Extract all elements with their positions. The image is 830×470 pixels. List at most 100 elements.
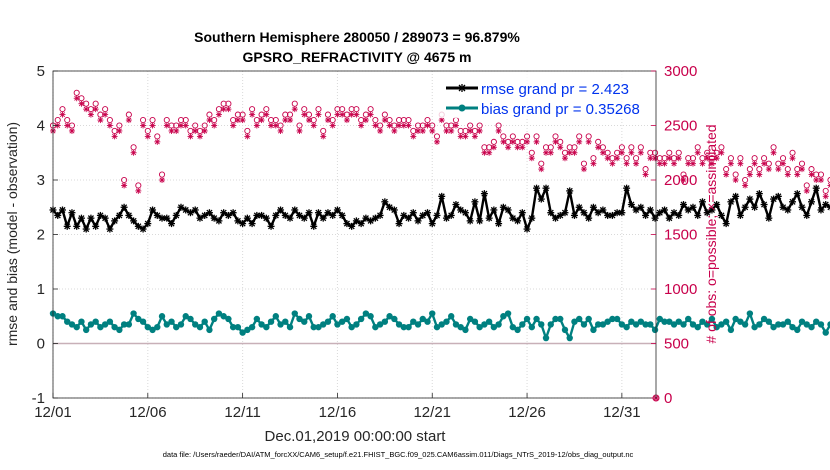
rmse-point: [291, 206, 299, 214]
bias-point: [466, 315, 474, 323]
assimilated-point: [533, 138, 540, 145]
bias-point: [808, 323, 815, 331]
rmse-point: [770, 195, 778, 203]
assimilated-point: [604, 155, 611, 162]
rmse-point: [300, 214, 308, 222]
bias-point: [519, 321, 526, 328]
bias-point: [689, 321, 697, 328]
assimilated-point: [471, 133, 478, 140]
bias-point: [609, 315, 616, 323]
assimilated-point: [305, 117, 312, 124]
bias-point: [201, 318, 208, 325]
rmse-point: [542, 184, 550, 192]
rmse-point: [566, 187, 574, 195]
rmse-point: [537, 195, 545, 203]
legend: rmse grand pr = 2.423 bias grand pr = 0.…: [437, 72, 655, 118]
bias-point: [244, 326, 251, 334]
rmse-point: [63, 222, 71, 230]
rmse-point: [727, 198, 735, 206]
rmse-point: [239, 220, 247, 228]
assimilated-point: [324, 117, 331, 124]
rmse-point: [703, 209, 711, 217]
bias-point: [775, 321, 782, 328]
assimilated-point: [130, 149, 137, 156]
legend-box: [437, 72, 655, 118]
assimilated-point: [154, 138, 161, 145]
bias-point: [391, 315, 398, 323]
bias-point: [727, 326, 735, 334]
rmse-point: [348, 222, 356, 230]
bias-point: [125, 321, 133, 328]
assimilated-point: [761, 160, 768, 167]
rmse-point: [798, 203, 806, 211]
rmse-point: [272, 211, 280, 219]
assimilated-point: [713, 155, 720, 162]
rmse-point: [296, 211, 304, 219]
rmse-point: [627, 201, 635, 209]
bias-point: [362, 310, 370, 317]
assimilated-point: [97, 117, 104, 124]
rmse-point: [172, 211, 180, 219]
assimilated-point: [310, 122, 317, 129]
assimilated-point: [410, 133, 417, 140]
legend-rmse-label: rmse grand pr = 2.423: [481, 81, 629, 98]
rmse-point: [807, 198, 815, 206]
rmse-point: [675, 211, 683, 219]
assimilated-point: [737, 160, 744, 167]
bias-point: [272, 313, 280, 320]
assimilated-point: [163, 122, 170, 129]
bias-point: [168, 318, 175, 325]
rmse-point: [101, 214, 109, 222]
bias-point: [263, 323, 270, 331]
assimilated-point: [448, 127, 455, 134]
rmse-point: [528, 214, 536, 222]
assimilated-point: [443, 127, 450, 134]
assimilated-point: [708, 160, 715, 167]
possible-point: [784, 166, 791, 173]
bias-point: [647, 321, 654, 328]
bias-point: [523, 315, 531, 323]
assimilated-point: [73, 95, 80, 102]
rmse-point: [130, 217, 138, 225]
rmse-point: [267, 222, 275, 230]
y-right-tick-label-4: 2000: [664, 172, 697, 189]
bias-point: [708, 315, 716, 323]
assimilated-point: [486, 149, 493, 156]
rmse-point: [741, 203, 749, 211]
possible-point: [798, 160, 806, 167]
assimilated-point: [263, 111, 270, 118]
bias-point: [139, 318, 147, 325]
bias-point: [144, 323, 152, 331]
assimilated-point: [358, 122, 365, 129]
assimilated-point: [296, 127, 303, 134]
bias-point: [229, 323, 237, 331]
rmse-point: [570, 211, 578, 219]
bias-point: [694, 323, 701, 331]
y-tick-label-3: 2: [37, 227, 45, 244]
bias-point: [177, 321, 185, 328]
assimilated-point: [135, 187, 142, 194]
possible-point: [727, 155, 734, 162]
bias-point: [338, 318, 346, 325]
assimilated-point: [452, 122, 459, 129]
assimilated-point: [509, 138, 516, 145]
possible-point: [666, 149, 673, 156]
x-axis-label: Dec.01,2019 00:00:00 start: [265, 428, 447, 445]
assimilated-point: [718, 149, 725, 156]
bias-point: [405, 323, 412, 331]
rmse-point: [561, 209, 569, 217]
bias-point: [566, 334, 573, 342]
bias-point: [765, 318, 773, 325]
assimilated-point: [462, 133, 469, 140]
rmse-point: [77, 214, 85, 222]
assimilated-point: [780, 160, 787, 167]
assimilated-point: [685, 160, 692, 167]
assimilated-point: [391, 127, 398, 134]
bias-point: [353, 321, 360, 328]
rmse-point: [229, 209, 237, 217]
assimilated-point: [125, 117, 132, 124]
chart-subtitle: GPSRO_REFRACTIVITY @ 4675 m: [243, 49, 472, 65]
bias-point: [234, 323, 242, 331]
bias-point: [258, 321, 265, 328]
